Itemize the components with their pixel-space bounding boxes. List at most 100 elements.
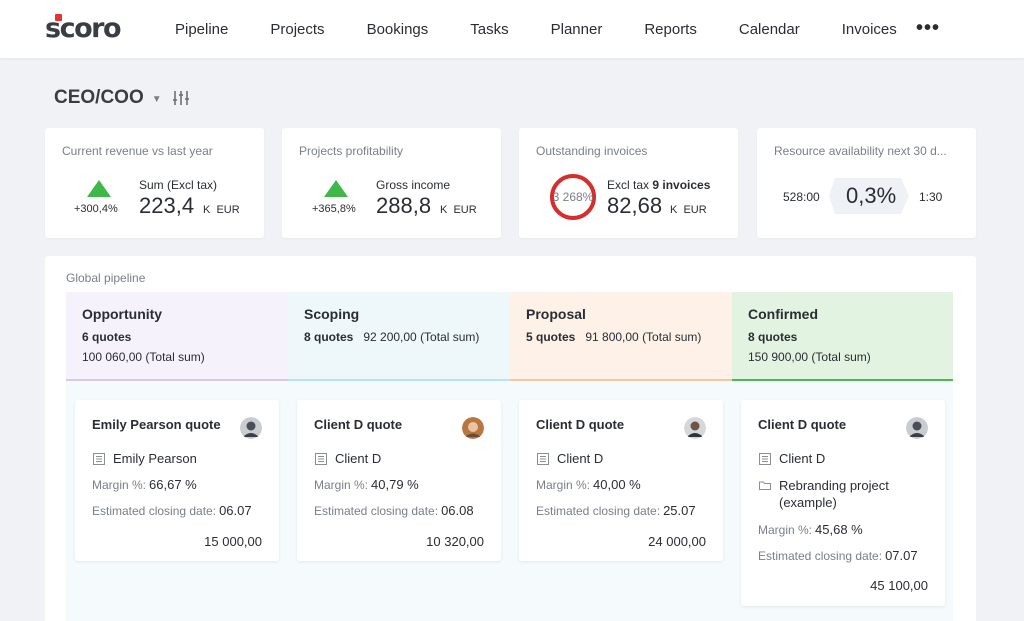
kpi-label: Excl tax 9 invoices [607,178,711,192]
kpi-change: +365,8% [312,203,356,215]
nav-item-tasks[interactable]: Tasks [470,20,509,38]
kpi-value: 288,8 [376,193,432,218]
building-icon [93,453,105,465]
quote-card[interactable]: Client D quote Client D Margin %: 40,00 %… [519,400,723,561]
building-icon [759,453,771,465]
quote-title: Emily Pearson quote [92,417,221,432]
column-name: Confirmed [748,306,818,322]
scoro-logo[interactable]: scoro [45,13,122,44]
client-row: Client D [314,451,381,466]
logo-mark-icon [55,14,62,21]
building-icon [537,453,549,465]
trend-up-icon [87,180,111,197]
nav-item-reports[interactable]: Reports [644,20,697,38]
dashboard-selector[interactable]: CEO/COO ▼ [54,87,162,109]
quote-title: Client D quote [536,417,625,432]
margin-row: Margin %: 40,00 % [536,477,641,492]
kpi-card-profitability[interactable]: Projects profitability +365,8% Gross inc… [282,128,501,238]
column-underline [732,379,953,381]
kpi-label: Gross income [376,178,451,192]
column-header-proposal[interactable]: Proposal 5 quotes 91 800,00 (Total sum) [510,292,732,381]
column-quotes-and-total: 5 quotes 91 800,00 (Total sum) [526,330,702,344]
margin-row: Margin %: 66,67 % [92,477,197,492]
kpi-title: Current revenue vs last year [62,144,213,158]
nav-item-invoices[interactable]: Invoices [841,20,897,38]
nav-item-planner[interactable]: Planner [550,20,603,38]
kpi-title: Resource availability next 30 d... [774,144,947,158]
quote-card[interactable]: Client D quote Client D Margin %: 40,79 %… [297,400,501,561]
quote-card[interactable]: Client D quote Client D Rebranding proje… [741,400,945,606]
dashboard-title: CEO/COO [54,87,144,108]
closing-date-row: Estimated closing date: 07.07 [758,548,918,563]
column-underline [510,379,732,381]
avatar[interactable] [240,417,262,439]
caret-down-icon: ▼ [151,93,162,105]
kpi-unit: K EUR [670,204,707,216]
nav-item-projects[interactable]: Projects [270,20,325,38]
column-name: Proposal [526,306,586,322]
kpi-label: Sum (Excl tax) [139,178,218,192]
quote-amount: 10 320,00 [426,534,484,549]
client-name: Client D [779,451,826,466]
folder-icon [759,481,771,490]
kpi-unit: K EUR [203,204,240,216]
column-name: Scoping [304,306,360,322]
column-total: 100 060,00 (Total sum) [82,350,205,364]
global-pipeline-panel: Global pipeline Opportunity 6 quotes 100… [45,256,976,621]
availability-shape [829,178,909,214]
trend-up-icon [324,180,348,197]
column-header-opportunity[interactable]: Opportunity 6 quotes 100 060,00 (Total s… [66,292,288,381]
kpi-card-revenue[interactable]: Current revenue vs last year +300,4% Sum… [45,128,264,238]
client-name: Emily Pearson [113,451,197,466]
column-underline [288,379,510,381]
kpi-card-resource-availability[interactable]: Resource availability next 30 d... 528:0… [757,128,976,238]
avatar[interactable] [684,417,706,439]
column-quotes: 8 quotes [748,330,798,344]
kpi-left-value: 528:00 [783,190,820,204]
quote-title: Client D quote [758,417,847,432]
column-quotes: 6 quotes [82,330,132,344]
nav-item-calendar[interactable]: Calendar [738,20,800,38]
ring-label: 3 268% [553,190,594,204]
building-icon [315,453,327,465]
kpi-card-outstanding-invoices[interactable]: Outstanding invoices 3 268% Excl tax 9 i… [519,128,738,238]
margin-row: Margin %: 45,68 % [758,522,863,537]
closing-date-row: Estimated closing date: 25.07 [536,503,696,518]
invoice-ring-chart: 3 268% [550,174,596,220]
kpi-value: 223,4 [139,193,195,218]
client-name: Client D [335,451,382,466]
column-underline [66,379,288,381]
avatar[interactable] [462,417,484,439]
more-horizontal-icon[interactable]: ••• [916,17,941,39]
client-row: Client D [758,451,825,466]
kpi-title: Projects profitability [299,144,404,158]
avatar[interactable] [906,417,928,439]
client-row: Client D [536,451,603,466]
kpi-right-value: 1:30 [919,190,943,204]
column-quotes-and-total: 8 quotes 92 200,00 (Total sum) [304,330,480,344]
sliders-icon[interactable] [172,89,190,107]
main-menu: Pipeline Projects Bookings Tasks Planner… [175,0,939,58]
nav-item-pipeline[interactable]: Pipeline [175,20,229,38]
closing-date-row: Estimated closing date: 06.07 [92,503,252,518]
quote-card[interactable]: Emily Pearson quote Emily Pearson Margin… [75,400,279,561]
quote-title: Client D quote [314,417,403,432]
project-name: Rebranding project (example) [779,478,889,510]
top-navigation: scoro Pipeline Projects Bookings Tasks P… [0,0,1024,58]
column-total: 150 900,00 (Total sum) [748,350,871,364]
pipeline-title: Global pipeline [66,271,146,285]
quote-amount: 24 000,00 [648,534,706,549]
kpi-change: +300,4% [74,203,118,215]
column-name: Opportunity [82,306,163,322]
kpi-value: 82,68 [607,193,663,218]
column-header-confirmed[interactable]: Confirmed 8 quotes 150 900,00 (Total sum… [732,292,953,381]
kpi-title: Outstanding invoices [536,144,648,158]
column-header-scoping[interactable]: Scoping 8 quotes 92 200,00 (Total sum) [288,292,510,381]
client-row: Emily Pearson [92,451,197,466]
kpi-value: 0,3% [846,183,897,208]
client-name: Client D [557,451,604,466]
nav-item-bookings[interactable]: Bookings [366,20,429,38]
quote-amount: 45 100,00 [870,578,928,593]
closing-date-row: Estimated closing date: 06.08 [314,503,474,518]
kpi-unit: K EUR [440,204,477,216]
